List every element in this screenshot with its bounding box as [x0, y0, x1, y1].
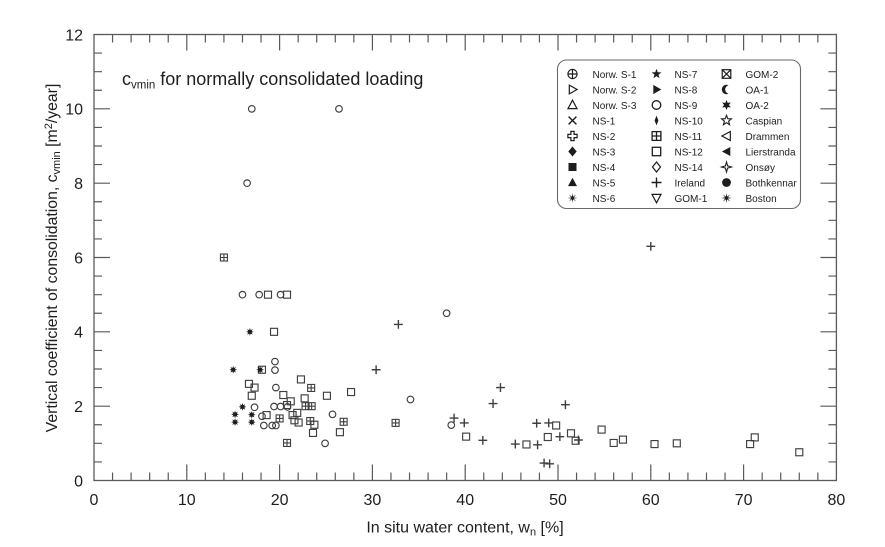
- svg-text:NS-8: NS-8: [675, 85, 698, 96]
- svg-text:Norw. S-2: Norw. S-2: [593, 85, 637, 96]
- svg-text:2: 2: [74, 399, 83, 416]
- svg-text:10: 10: [65, 102, 83, 119]
- svg-text:Bothkennar: Bothkennar: [746, 178, 798, 189]
- svg-text:80: 80: [828, 492, 846, 509]
- svg-text:GOM-2: GOM-2: [746, 70, 779, 81]
- svg-text:NS-5: NS-5: [593, 178, 616, 189]
- svg-text:cvmin for normally consolidate: cvmin for normally consolidated loading: [122, 69, 423, 92]
- svg-text:Drammen: Drammen: [746, 132, 790, 143]
- svg-text:10: 10: [178, 492, 196, 509]
- svg-text:4: 4: [74, 325, 83, 342]
- svg-text:In situ water content, wn [%]: In situ water content, wn [%]: [366, 520, 563, 539]
- svg-text:20: 20: [271, 492, 289, 509]
- svg-text:Caspian: Caspian: [746, 116, 783, 127]
- svg-text:Norw. S-1: Norw. S-1: [593, 70, 637, 81]
- svg-text:40: 40: [456, 492, 474, 509]
- svg-text:Norw. S-3: Norw. S-3: [593, 101, 637, 112]
- svg-text:NS-11: NS-11: [675, 132, 703, 143]
- svg-text:OA-1: OA-1: [746, 85, 770, 96]
- svg-text:70: 70: [735, 492, 753, 509]
- svg-text:NS-7: NS-7: [675, 70, 698, 81]
- svg-text:NS-12: NS-12: [675, 147, 704, 158]
- svg-text:NS-4: NS-4: [593, 163, 616, 174]
- svg-text:GOM-1: GOM-1: [675, 194, 708, 205]
- svg-text:OA-2: OA-2: [746, 101, 770, 112]
- svg-text:NS-3: NS-3: [593, 147, 616, 158]
- svg-text:0: 0: [74, 473, 83, 490]
- svg-text:Lierstranda: Lierstranda: [746, 147, 796, 158]
- svg-text:Onsøy: Onsøy: [746, 163, 775, 174]
- svg-text:30: 30: [364, 492, 382, 509]
- svg-text:NS-2: NS-2: [593, 132, 616, 143]
- svg-text:Vertical coefficient of consol: Vertical coefficient of consolidation, c…: [43, 84, 63, 433]
- svg-text:NS-10: NS-10: [675, 116, 704, 127]
- svg-text:50: 50: [549, 492, 567, 509]
- svg-text:NS-6: NS-6: [593, 194, 616, 205]
- svg-text:NS-9: NS-9: [675, 101, 698, 112]
- svg-text:60: 60: [642, 492, 660, 509]
- svg-text:6: 6: [74, 250, 83, 267]
- svg-text:8: 8: [74, 176, 83, 193]
- svg-text:12: 12: [65, 27, 83, 44]
- svg-text:Ireland: Ireland: [675, 178, 706, 189]
- svg-text:NS-14: NS-14: [675, 163, 704, 174]
- svg-text:Boston: Boston: [746, 194, 777, 205]
- svg-text:NS-1: NS-1: [593, 116, 616, 127]
- svg-text:0: 0: [90, 492, 99, 509]
